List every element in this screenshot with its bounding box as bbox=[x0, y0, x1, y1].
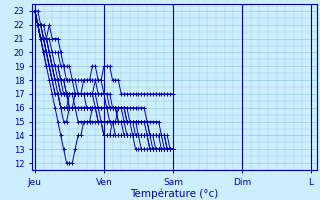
X-axis label: Température (°c): Température (°c) bbox=[130, 188, 219, 199]
